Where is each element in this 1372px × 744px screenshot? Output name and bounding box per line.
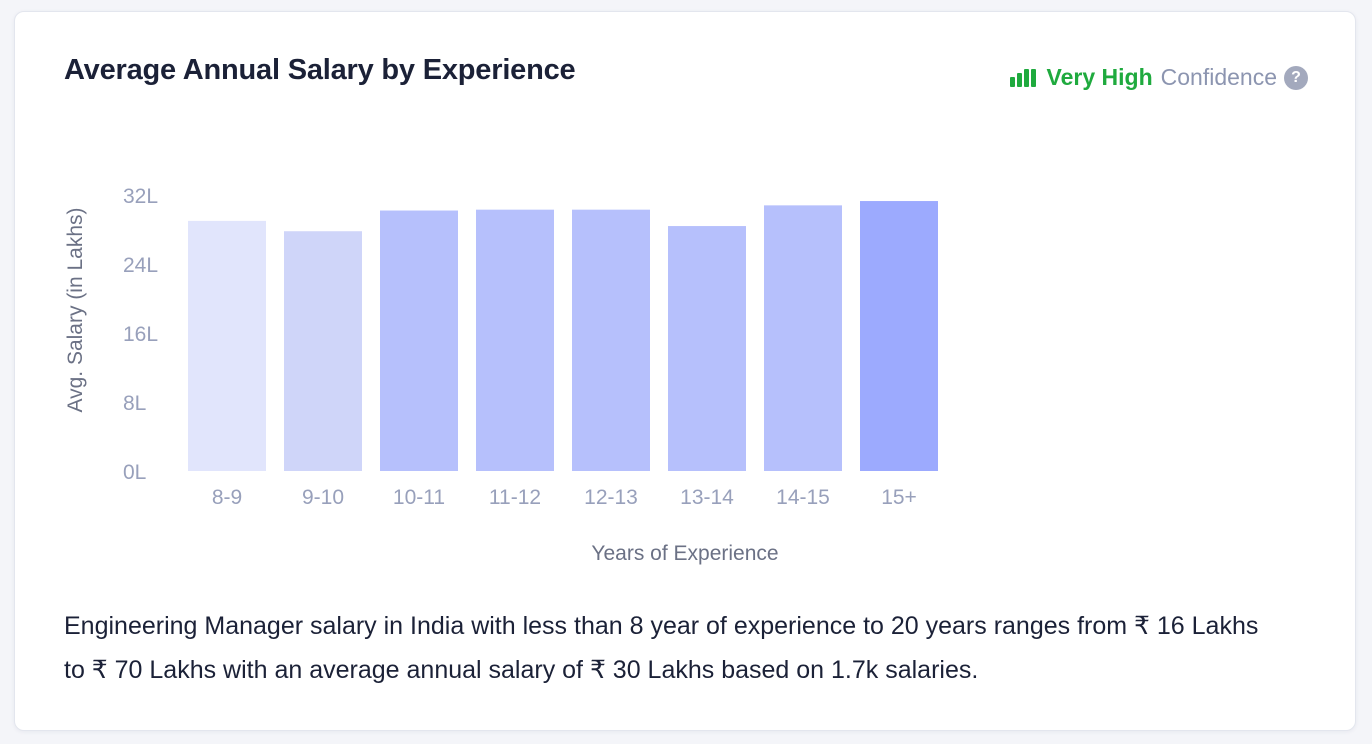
bar[interactable] [668, 226, 746, 471]
bar[interactable] [380, 210, 458, 471]
bar[interactable] [284, 231, 362, 471]
salary-description: Engineering Manager salary in India with… [64, 612, 1259, 684]
y-tick-label: 0L [123, 461, 146, 484]
signal-bars-icon [1009, 68, 1038, 87]
bar[interactable] [764, 205, 842, 471]
bar[interactable] [860, 201, 938, 471]
x-tick-label: 11-12 [489, 486, 541, 509]
x-tick-label: 8-9 [212, 486, 242, 509]
x-tick-label: 12-13 [584, 486, 638, 509]
x-tick-label: 10-11 [393, 486, 445, 509]
x-tick-label: 13-14 [680, 486, 734, 509]
x-tick-label: 9-10 [302, 486, 344, 509]
confidence-level: Very High [1046, 64, 1153, 90]
y-tick-label: 24L [123, 254, 158, 277]
confidence-indicator: Very High Confidence ? [1009, 64, 1308, 91]
salary-bar-chart: 0L 8L 16L 24L 32L 8-9 9-10 10-11 11-12 12-13 13-1… [64, 185, 938, 565]
help-icon[interactable]: ? [1284, 65, 1308, 90]
bar[interactable] [476, 209, 554, 471]
y-tick-label: 8L [123, 392, 146, 415]
chart-title: Average Annual Salary by Experience [64, 54, 576, 86]
y-tick-label: 16L [123, 323, 158, 346]
bar[interactable] [188, 220, 266, 471]
x-tick-label: 15+ [881, 486, 917, 509]
salary-card: Average Annual Salary by Experience Very… [14, 11, 1356, 731]
y-axis-label: Avg. Salary (in Lakhs) [64, 207, 87, 412]
bar[interactable] [572, 209, 650, 471]
x-axis-label: Years of Experience [591, 542, 778, 565]
confidence-label: Confidence [1160, 64, 1277, 90]
y-tick-label: 32L [123, 185, 158, 208]
x-tick-label: 14-15 [776, 486, 830, 509]
